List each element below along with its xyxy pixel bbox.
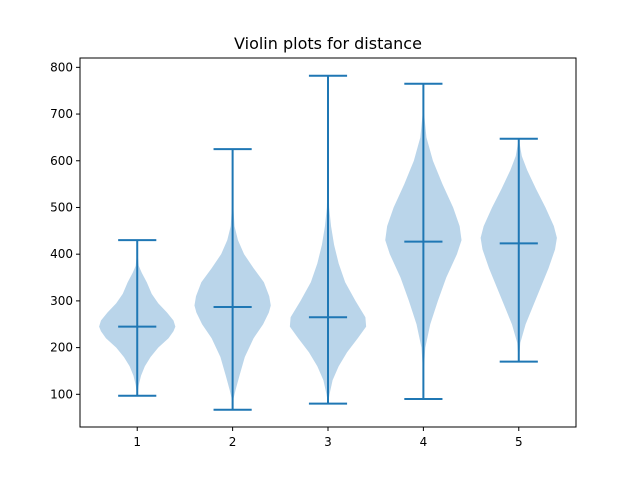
violin-1 [99,239,176,397]
y-tick-label: 600 [50,154,73,168]
violins-layer [99,74,557,411]
y-tick-label: 800 [50,60,73,74]
y-tick-label: 500 [50,200,73,214]
x-tick-label: 1 [133,435,141,449]
chart-title: Violin plots for distance [234,34,422,53]
y-tick-label: 200 [50,341,73,355]
x-tick-label: 4 [420,435,428,449]
violin-3 [289,74,367,405]
violin-2 [194,148,271,411]
x-tick-label: 2 [229,435,237,449]
y-axis-ticks: 100 200 300 400 500 600 700 800 [50,60,80,401]
y-tick-label: 400 [50,247,73,261]
y-tick-label: 700 [50,107,73,121]
violin-5 [480,137,557,363]
plot-frame [79,57,577,428]
y-tick-label: 300 [50,294,73,308]
x-tick-label: 3 [324,435,332,449]
x-tick-label: 5 [515,435,523,449]
y-tick-label: 100 [50,387,73,401]
violin-4 [385,82,462,400]
x-axis-ticks: 1 2 3 4 5 [133,427,523,449]
